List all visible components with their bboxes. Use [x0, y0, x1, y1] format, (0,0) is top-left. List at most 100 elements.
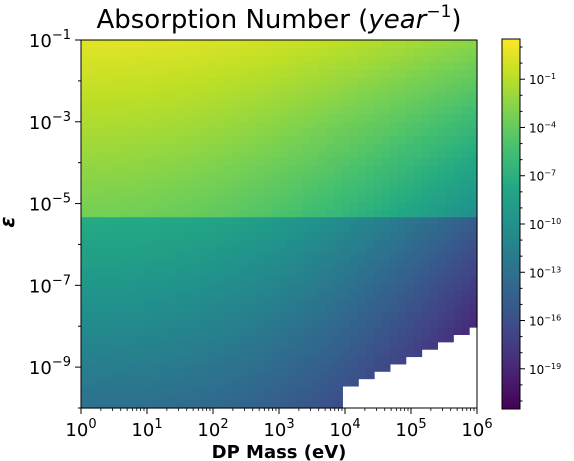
heatmap-cell	[160, 84, 169, 93]
heatmap-cell	[207, 224, 217, 232]
heatmap-cell	[469, 76, 478, 85]
heatmap-cell	[199, 47, 209, 56]
heatmap-cell	[271, 76, 280, 85]
heatmap-cell	[81, 297, 90, 306]
heatmap-cell	[294, 165, 304, 174]
heatmap-cell	[421, 209, 431, 218]
heatmap-cell	[302, 319, 312, 328]
heatmap-cell	[413, 120, 423, 129]
heatmap-cell	[247, 349, 256, 358]
heatmap-cell	[279, 334, 288, 343]
heatmap-cell	[247, 54, 256, 63]
heatmap-cell	[445, 209, 454, 218]
heatmap-cell	[302, 194, 312, 203]
heatmap-cell	[207, 231, 217, 240]
heatmap-cell	[207, 62, 217, 71]
heatmap-cell	[263, 319, 272, 328]
heatmap-cell	[207, 341, 217, 350]
heatmap-cell	[334, 135, 343, 144]
heatmap-cell	[223, 327, 233, 335]
heatmap-cell	[342, 120, 351, 129]
heatmap-cell	[104, 356, 114, 365]
heatmap-cell	[310, 312, 320, 321]
heatmap-cell	[342, 349, 351, 358]
heatmap-cell	[271, 349, 280, 358]
heatmap-cell	[326, 246, 336, 255]
heatmap-cell	[374, 224, 383, 232]
heatmap-cell	[302, 216, 312, 225]
heatmap-cell	[381, 84, 391, 93]
heatmap-cell	[215, 91, 225, 100]
heatmap-cell	[429, 268, 438, 277]
heatmap-cell	[223, 290, 233, 299]
heatmap-cell	[199, 282, 209, 291]
heatmap-cell	[445, 69, 454, 78]
heatmap-cell	[302, 260, 312, 269]
heatmap-cell	[144, 231, 153, 240]
heatmap-cell	[374, 319, 383, 328]
heatmap-cell	[318, 393, 328, 402]
heatmap-cell	[88, 297, 98, 306]
heatmap-cell	[263, 113, 272, 122]
heatmap-cell	[358, 135, 367, 144]
heatmap-cell	[168, 40, 177, 48]
heatmap-cell	[263, 224, 272, 232]
heatmap-cell	[120, 54, 130, 63]
heatmap-cell	[310, 224, 320, 232]
heatmap-cell	[120, 172, 130, 181]
heatmap-cell	[231, 341, 240, 350]
heatmap-cell	[168, 327, 177, 335]
heatmap-cell	[231, 304, 240, 313]
heatmap-cell	[199, 319, 209, 328]
heatmap-cell	[120, 363, 130, 372]
heatmap-cell	[342, 40, 351, 48]
heatmap-cell	[413, 304, 423, 313]
heatmap-cell	[168, 304, 177, 313]
heatmap-cell	[350, 260, 359, 269]
heatmap-cell	[294, 378, 304, 387]
heatmap-cell	[445, 76, 454, 85]
heatmap-cell	[453, 290, 462, 299]
heatmap-cell	[286, 238, 296, 247]
heatmap-cell	[112, 209, 122, 218]
heatmap-cell	[120, 260, 130, 269]
heatmap-cell	[88, 40, 98, 48]
heatmap-cell	[429, 165, 438, 174]
heatmap-cell	[326, 91, 336, 100]
heatmap-cell	[191, 378, 201, 387]
heatmap-cell	[168, 135, 177, 144]
heatmap-cell	[318, 113, 328, 122]
heatmap-cell	[453, 143, 462, 151]
heatmap-cell	[413, 246, 423, 255]
heatmap-cell	[160, 304, 169, 313]
heatmap-cell	[191, 47, 201, 56]
heatmap-cell	[239, 135, 248, 144]
heatmap-cell	[247, 224, 256, 232]
heatmap-cell	[429, 143, 438, 151]
heatmap-cell	[279, 201, 288, 210]
heatmap-cell	[294, 224, 304, 232]
heatmap-cell	[366, 238, 375, 247]
heatmap-cell	[429, 106, 438, 115]
heatmap-cell	[152, 400, 161, 409]
heatmap-cell	[397, 150, 407, 159]
heatmap-cell	[421, 128, 431, 137]
heatmap-cell	[81, 385, 90, 394]
heatmap-cell	[358, 319, 367, 328]
heatmap-cell	[144, 216, 153, 225]
heatmap-cell	[199, 327, 209, 335]
heatmap-cell	[310, 356, 320, 365]
heatmap-cell	[469, 150, 478, 159]
heatmap-cell	[294, 341, 304, 350]
heatmap-cell	[389, 98, 399, 107]
heatmap-cell	[255, 385, 264, 394]
heatmap-cell	[389, 157, 399, 166]
heatmap-cell	[302, 312, 312, 321]
heatmap-cell	[96, 76, 106, 85]
heatmap-cell	[223, 62, 233, 71]
heatmap-cell	[279, 128, 288, 137]
heatmap-cell	[112, 290, 122, 299]
heatmap-cell	[358, 246, 367, 255]
heatmap-cell	[469, 135, 478, 144]
heatmap-cell	[318, 231, 328, 240]
